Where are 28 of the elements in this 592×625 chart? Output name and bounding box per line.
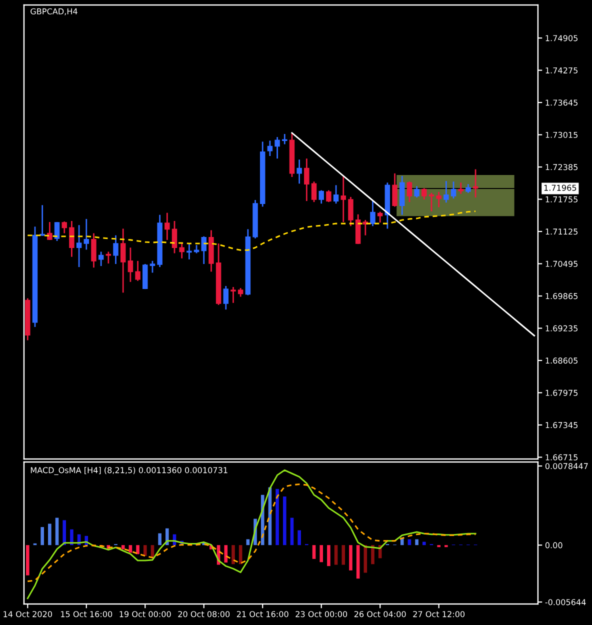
y-tick-label: 1.66715 — [546, 454, 578, 460]
text: MACD_OsMA [H4] (8,21,5) 0.0011360 0.0010731 — [30, 466, 228, 475]
y-tick-label: 1.67975 — [546, 390, 578, 396]
y-tick-label: 0.0078447 — [545, 463, 588, 470]
y-tick-label: 0.00 — [545, 542, 562, 548]
chart-title: GBPCAD,H4 — [30, 8, 78, 16]
ref-line-label: 1.71965 — [544, 184, 576, 191]
y-tick-label: 1.72385 — [546, 164, 578, 170]
x-tick-label: 15 Oct 16:00 — [61, 611, 112, 618]
y-tick-label: -0.005644 — [545, 599, 586, 606]
y-tick-label: 1.70495 — [546, 260, 578, 267]
y-tick-label: 1.74905 — [546, 35, 578, 42]
y-tick-label: 1.69865 — [546, 293, 578, 300]
x-tick-label: 23 Oct 00:00 — [296, 611, 348, 618]
y-tick-label: 1.71125 — [546, 228, 578, 235]
x-tick-label: 26 Oct 04:00 — [354, 611, 406, 618]
y-tick-label: 1.74275 — [546, 67, 578, 74]
y-tick-label: 1.73645 — [546, 100, 578, 106]
y-tick-label: 1.71755 — [546, 196, 578, 202]
x-tick-label: 27 Oct 12:00 — [413, 611, 465, 618]
y-tick-label: 1.69235 — [546, 325, 578, 332]
x-tick-label: 21 Oct 16:00 — [236, 611, 288, 618]
y-tick-label: 1.73015 — [546, 132, 578, 138]
x-tick-label: 20 Oct 08:00 — [178, 611, 230, 618]
x-tick-label: 14 Oct 2020 — [4, 611, 52, 618]
x-tick-label: 19 Oct 00:00 — [120, 611, 171, 618]
y-tick-label: 1.67345 — [546, 422, 578, 428]
y-tick-label: 1.68605 — [546, 358, 578, 364]
